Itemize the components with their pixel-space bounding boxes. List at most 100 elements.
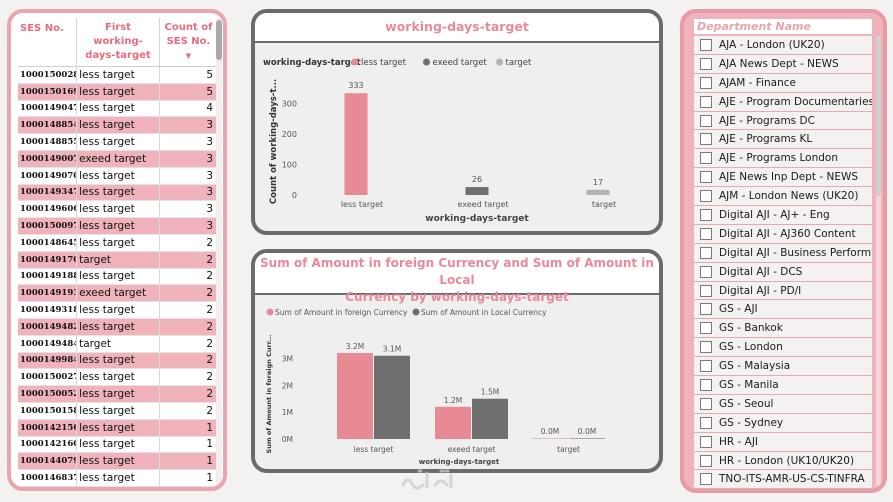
chart2-bar[interactable] [435,406,471,439]
table-row[interactable]: 1000150097 less target 3 [18,217,219,235]
slicer-checkbox[interactable] [700,322,712,335]
slicer-scrollbar[interactable] [876,36,881,486]
slicer-item[interactable]: GS - Bankok [694,319,872,339]
slicer-checkbox[interactable] [700,473,712,486]
slicer-checkbox[interactable] [700,114,712,127]
table-row[interactable]: 1000149193 exeed target 2 [18,284,219,303]
chart1-legend[interactable]: less target exeed target target [351,58,533,68]
table-row[interactable]: 1000148855 less target 3 [18,133,219,151]
slicer-item[interactable]: AJA News Dept - NEWS [694,54,872,74]
table-row[interactable]: 1000150052 less target 2 [18,385,219,403]
column-header-count-of-ses-no[interactable]: Count of SES No. ▼ [159,18,219,67]
table-row[interactable]: 1000149318 less target 2 [18,301,219,319]
ses-cell: 1000149347 [18,184,78,202]
slicer-item[interactable]: AJE - Program Documentaries... [694,92,872,112]
table-row[interactable]: 1000150169 less target 5 [18,83,219,101]
slicer-item[interactable]: AJE News Inp Dept - NEWS [694,168,872,188]
slicer-item[interactable]: Digital AJI - Business Perform... [694,243,872,263]
slicer-checkbox[interactable] [700,360,712,373]
column-header-ses-no[interactable]: SES No. [18,18,78,67]
slicer-checkbox[interactable] [700,435,712,448]
table-row[interactable]: 1000144079 less target 1 [18,452,219,471]
slicer-checkbox[interactable] [700,190,712,203]
slicer-item[interactable]: AJA - London (UK20) [694,36,872,55]
chart2-legend[interactable]: Sum of Amount in foreign Currency Sum of … [266,308,548,317]
slicer-checkbox[interactable] [700,95,712,108]
table-row[interactable]: 1000149606 less target 3 [18,200,219,219]
table-row[interactable]: 1000148854 less target 3 [18,116,219,135]
table-row[interactable]: 1000149170 target 2 [18,251,219,269]
slicer-item[interactable]: AJAM - Finance [694,73,872,93]
ses-cell: 1000150028 [18,66,78,84]
chart1-bar[interactable] [586,189,610,195]
slicer-checkbox[interactable] [700,57,712,70]
slicer-item[interactable]: AJE - Programs London [694,149,872,169]
table-row[interactable]: 1000149484 target 2 [18,335,219,353]
table-row[interactable]: 1000146837 less target 1 [18,469,219,487]
slicer-checkbox[interactable] [700,246,712,259]
chart2-bar[interactable] [337,353,373,439]
table-row[interactable]: 1000142160 less target 1 [18,436,219,454]
slicer-item[interactable]: AJE - Programs KL [694,130,872,150]
slicer-item[interactable]: GS - Malaysia [694,357,872,377]
chart2-bar[interactable] [569,438,605,439]
slicer-checkbox[interactable] [700,378,712,391]
slicer-scrollbar-thumb[interactable] [876,36,881,196]
table-row[interactable]: 1000149188 less target 2 [18,268,219,286]
slicer-checkbox[interactable] [700,397,712,410]
slicer-item[interactable]: Digital AJI - AJ360 Content [694,224,872,244]
slicer-item[interactable]: GS - Manila [694,376,872,395]
table-row[interactable]: 1000150028 less target 5 [18,66,219,84]
slicer-checkbox[interactable] [700,227,712,240]
table-row[interactable]: 1000149070 less target 3 [18,167,219,185]
table-row[interactable]: 1000149482 less target 2 [18,318,219,336]
chart1-bar[interactable] [344,93,368,195]
table-row[interactable]: 1000142156 less target 1 [18,419,219,437]
ses-cell: 1000148855 [18,133,78,151]
working-days-target-chart: working-days-target working-days-target … [251,9,663,235]
slicer-item[interactable]: AJM - London News (UK20) [694,187,872,207]
slicer-checkbox[interactable] [700,341,712,354]
ses-cell: 1000148854 [18,116,78,135]
table-scrollbar[interactable] [216,18,222,487]
slicer-item[interactable]: Digital AJI - DCS [694,262,872,282]
column-header-count-label: Count of SES No. [164,22,213,47]
chart2-bar[interactable] [532,438,568,439]
table-row[interactable]: 1000149007 exeed target 3 [18,150,219,168]
chart2-bar[interactable] [374,355,410,439]
slicer-item-label: AJE - Program Documentaries... [719,95,872,108]
slicer-checkbox[interactable] [700,171,712,184]
table-row[interactable]: 1000150158 less target 2 [18,402,219,420]
slicer-checkbox[interactable] [700,303,712,316]
chart1-bar[interactable] [465,187,489,195]
slicer-checkbox[interactable] [700,208,712,221]
slicer-checkbox[interactable] [700,284,712,297]
slicer-item-label: GS - Seoul [719,397,774,410]
slicer-checkbox[interactable] [700,38,712,51]
column-header-first-working-days-target[interactable]: First working-days-target [76,18,160,67]
slicer-checkbox[interactable] [700,152,712,165]
slicer-checkbox[interactable] [700,133,712,146]
slicer-item[interactable]: Digital AJI - AJ+ - Eng [694,206,872,225]
table-row[interactable]: 1000149047 less target 4 [18,100,219,118]
slicer-checkbox[interactable] [700,416,712,429]
slicer-item[interactable]: HR - AJI [694,432,872,452]
slicer-checkbox[interactable] [700,454,712,467]
slicer-item[interactable]: TNO-ITS-AMR-US-CS-TINFRA [694,470,872,489]
slicer-item[interactable]: GS - AJI [694,300,872,320]
chart2-data-label: 1.5M [481,388,499,397]
slicer-item[interactable]: GS - London [694,338,872,358]
slicer-item[interactable]: GS - Seoul [694,394,872,414]
slicer-item[interactable]: Digital AJI - PD/I [694,281,872,301]
table-row[interactable]: 1000149984 less target 2 [18,352,219,370]
table-row[interactable]: 1000149347 less target 3 [18,184,219,202]
slicer-item[interactable]: AJE - Programs DC [694,111,872,131]
slicer-item[interactable]: HR - London (UK10/UK20) [694,451,872,471]
chart2-bar[interactable] [472,398,508,439]
slicer-checkbox[interactable] [700,76,712,89]
slicer-item[interactable]: GS - Sydney [694,413,872,433]
table-row[interactable]: 1000148645 less target 2 [18,234,219,252]
table-row[interactable]: 1000150027 less target 2 [18,368,219,387]
table-scrollbar-thumb[interactable] [216,20,222,60]
slicer-checkbox[interactable] [700,265,712,278]
